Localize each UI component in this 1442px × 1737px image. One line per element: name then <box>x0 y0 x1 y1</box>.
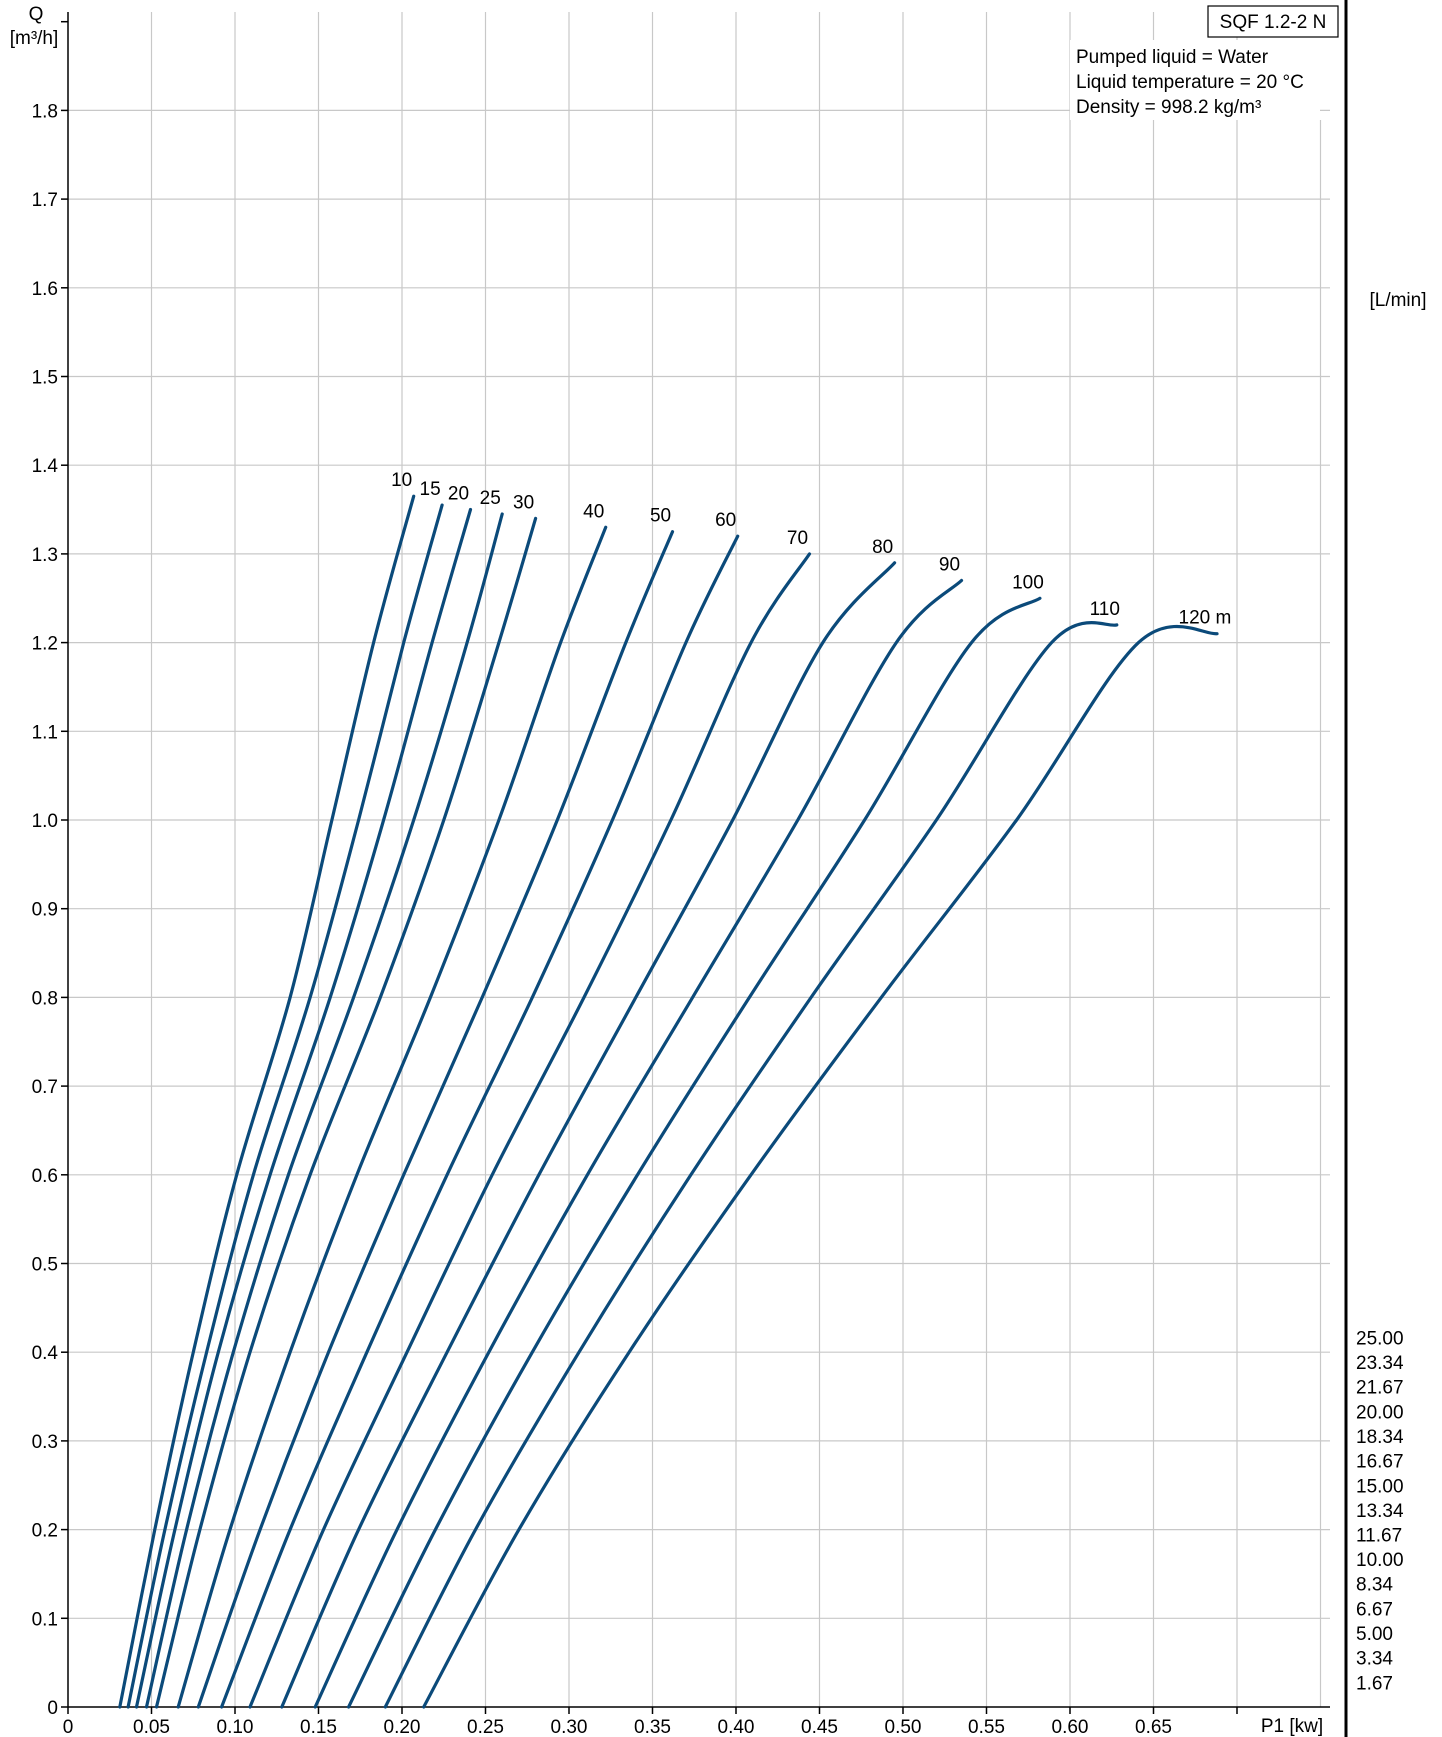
y2-axis-title: [L/min] <box>1369 290 1426 311</box>
y-axis-unit: [m³/h] <box>10 28 59 49</box>
model-box <box>1207 5 1339 38</box>
info-line-liquid: Pumped liquid = Water <box>1076 47 1269 68</box>
y-tick-label: 0.9 <box>32 900 58 921</box>
x-tick-label: 0.65 <box>1135 1717 1172 1737</box>
x-tick-label: 0.40 <box>718 1717 755 1737</box>
ticks: 0 0.05 0.10 0.15 0.20 0.25 0.30 0.35 0.40 0.45 0.5… <box>32 20 1404 1737</box>
y2-tick-label: 13.34 <box>1356 1501 1404 1522</box>
y2-tick-label: 3.34 <box>1356 1649 1393 1670</box>
x-tick-label: 0.05 <box>133 1717 170 1737</box>
model-label: SQF 1.2-2 N <box>1220 12 1327 33</box>
series-curve-30 <box>154 516 538 1709</box>
x-tick-label: 0.30 <box>551 1717 588 1737</box>
series-label-10: 10 <box>391 470 412 491</box>
y2-tick-label: 10.00 <box>1356 1550 1404 1571</box>
x-tick-label: 0.60 <box>1052 1717 1089 1737</box>
y2-tick-label: 15.00 <box>1356 1476 1404 1497</box>
y-axis-title: Q <box>29 4 44 25</box>
series-label-60: 60 <box>715 510 736 531</box>
series-label-25: 25 <box>480 488 501 509</box>
y-tick-label: 1.4 <box>32 456 59 477</box>
series-curve-50 <box>196 530 675 1709</box>
series-curve-110 <box>383 621 1119 1709</box>
series-curve-120-m <box>422 624 1219 1709</box>
y2-tick-label: 23.34 <box>1356 1353 1404 1374</box>
series-labels: 10 15 20 25 30 40 50 60 70 80 90 100 110 120 m <box>391 470 1231 628</box>
series-label-20: 20 <box>448 484 469 505</box>
info-box <box>1070 40 1320 120</box>
x-tick-label: 0.45 <box>801 1717 838 1737</box>
y-tick-label: 0.7 <box>32 1077 58 1098</box>
y-tick-label: 0.8 <box>32 988 58 1009</box>
y2-tick-label: 5.00 <box>1356 1624 1393 1645</box>
series-label-50: 50 <box>650 506 671 527</box>
series-label-110: 110 <box>1090 599 1120 620</box>
y-tick-label: 1.2 <box>32 634 58 655</box>
x-tick-label: 0.50 <box>885 1717 922 1737</box>
y-tick-label: 1.5 <box>32 368 58 389</box>
series-curve-70 <box>248 552 812 1709</box>
y-tick-label: 0.3 <box>32 1432 58 1453</box>
info-line-density: Density = 998.2 kg/m³ <box>1076 97 1261 118</box>
y2-tick-label: 21.67 <box>1356 1378 1404 1399</box>
series-label-80: 80 <box>872 537 893 558</box>
y-tick-label: 0 <box>47 1698 58 1719</box>
series-curve-25 <box>144 512 504 1709</box>
y-tick-label: 0.6 <box>32 1166 58 1187</box>
x-tick-label: 0.35 <box>634 1717 671 1737</box>
series-curves <box>118 494 1219 1709</box>
y-tick-label: 0.2 <box>32 1521 58 1542</box>
series-curve-60 <box>220 534 740 1709</box>
series-label-70: 70 <box>787 528 808 549</box>
series-curve-40 <box>176 525 608 1709</box>
axes <box>67 0 1348 1737</box>
y2-tick-label: 11.67 <box>1356 1525 1402 1546</box>
series-curve-80 <box>280 561 897 1709</box>
series-label-40: 40 <box>583 501 604 522</box>
y-tick-label: 1.6 <box>32 279 58 300</box>
y2-tick-label: 6.67 <box>1356 1599 1393 1620</box>
series-label-15: 15 <box>420 479 441 500</box>
y-tick-label: 0.5 <box>32 1255 58 1276</box>
y-tick-label: 1.8 <box>32 101 58 122</box>
y-tick-label: 1.7 <box>32 190 58 211</box>
y-tick-label: 0.4 <box>32 1343 59 1364</box>
y2-tick-label: 8.34 <box>1356 1575 1393 1596</box>
y-tick-label: 1.1 <box>32 722 58 743</box>
series-label-90: 90 <box>939 555 960 576</box>
y-tick-label: 1.3 <box>32 545 58 566</box>
y2-tick-label: 18.34 <box>1356 1427 1404 1448</box>
x-tick-label: 0.20 <box>384 1717 421 1737</box>
series-curve-100 <box>347 596 1042 1709</box>
x-tick-label: 0.15 <box>300 1717 337 1737</box>
x-tick-label: 0.55 <box>968 1717 1005 1737</box>
series-label-30: 30 <box>513 492 534 513</box>
x-tick-label: 0 <box>63 1717 74 1737</box>
series-curve-20 <box>134 507 473 1709</box>
series-curve-90 <box>313 578 964 1709</box>
series-curve-15 <box>126 503 444 1709</box>
series-label-120-m: 120 m <box>1179 608 1232 629</box>
series-label-100: 100 <box>1012 572 1044 593</box>
x-axis-title: P1 [kw] <box>1261 1716 1323 1737</box>
x-tick-label: 0.10 <box>217 1717 254 1737</box>
info-line-temperature: Liquid temperature = 20 °C <box>1076 72 1304 93</box>
y-tick-label: 0.1 <box>32 1609 58 1630</box>
y2-tick-label: 20.00 <box>1356 1402 1404 1423</box>
grid-lines <box>68 12 1330 1707</box>
y2-tick-label: 1.67 <box>1356 1673 1393 1694</box>
x-tick-label: 0.25 <box>467 1717 504 1737</box>
y-tick-label: 1.0 <box>32 811 58 832</box>
y2-tick-label: 25.00 <box>1356 1328 1404 1349</box>
series-curve-10 <box>118 494 416 1709</box>
y2-tick-label: 16.67 <box>1356 1452 1404 1473</box>
